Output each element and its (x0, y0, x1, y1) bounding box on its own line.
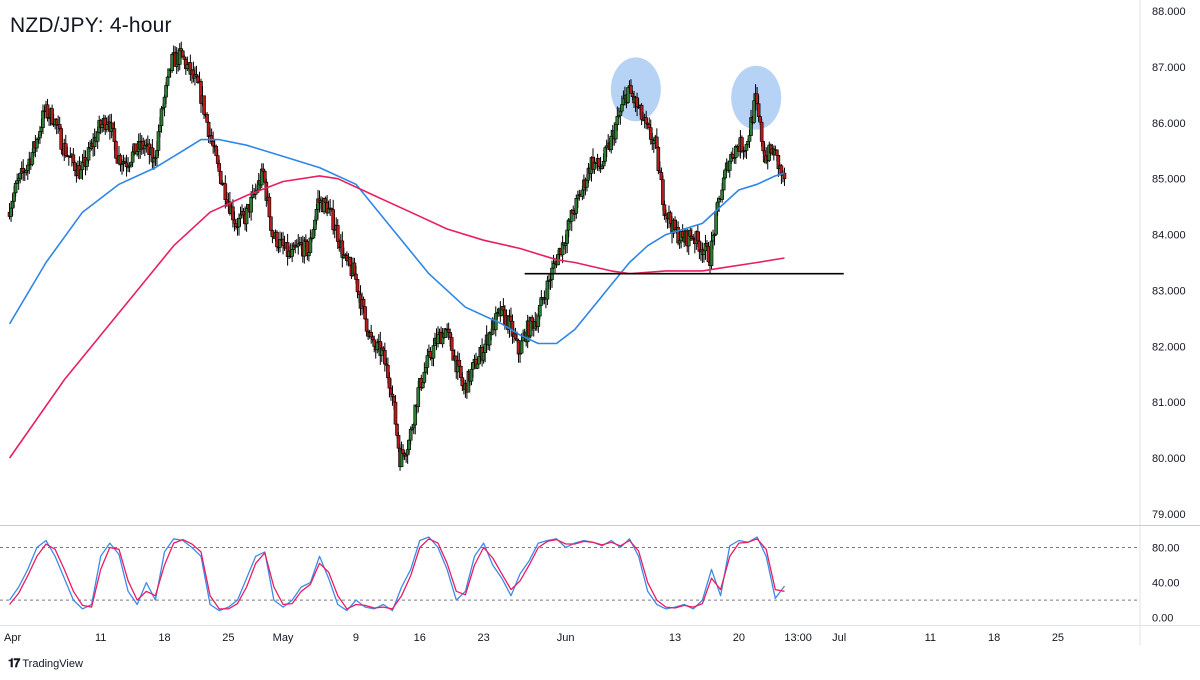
time-tick-label: Apr (4, 632, 21, 644)
candle[interactable] (626, 87, 630, 104)
candle-body-up (170, 54, 174, 72)
candle-body-down (361, 298, 366, 307)
price-pane[interactable] (7, 41, 844, 471)
candle[interactable] (114, 140, 118, 159)
price-tick-label: 88.000 (1152, 6, 1186, 18)
time-tick-label: 25 (1052, 632, 1064, 644)
tradingview-logo-icon: 𝟏𝟕 (8, 656, 20, 670)
candle[interactable] (267, 193, 272, 219)
candle-body-down (355, 279, 360, 293)
oscillator-pane[interactable] (0, 536, 1140, 612)
candle-body-down (655, 136, 659, 148)
time-tick-label: 20 (733, 632, 745, 644)
candle-body-up (519, 340, 524, 354)
moving-average-blue-line[interactable] (8, 138, 785, 345)
candle-body-down (449, 337, 454, 351)
candle-body-down (393, 401, 398, 425)
price-tick-label: 86.000 (1152, 118, 1186, 130)
time-tick-label: 13 (669, 632, 681, 644)
oscillator-tick-label: 40.00 (1152, 578, 1180, 590)
candle-body-up (626, 87, 630, 103)
oscillator-d-line[interactable] (9, 538, 785, 610)
candle-body-up (290, 249, 294, 257)
moving-average-red-line[interactable] (8, 175, 785, 459)
time-tick-label: 13:00 (784, 632, 812, 644)
price-tick-label: 80.000 (1152, 453, 1186, 465)
time-tick-label: May (273, 632, 294, 644)
candle-body-down (354, 273, 358, 280)
price-tick-label: 79.000 (1152, 509, 1186, 521)
time-tick-label: 11 (95, 632, 106, 644)
time-tick-label: 25 (222, 632, 234, 644)
candle-body-down (775, 149, 779, 156)
candle-body-up (475, 363, 480, 369)
candle-body-up (720, 189, 724, 200)
price-tick-label: 82.000 (1152, 341, 1186, 353)
time-tick-label: 16 (414, 632, 426, 644)
candle-body-up (431, 345, 436, 359)
time-tick-label: Jun (557, 632, 575, 644)
candle-body-down (205, 114, 209, 123)
candle-body-down (269, 216, 273, 231)
time-tick-label: Jul (832, 632, 846, 644)
time-tick-label: 18 (158, 632, 170, 644)
candle-body-down (112, 128, 117, 142)
candle-body-up (159, 108, 164, 127)
tradingview-logo[interactable]: 𝟏𝟕 TradingView (8, 656, 83, 671)
candle-body-up (422, 371, 427, 383)
candle-body-down (363, 306, 367, 320)
price-tick-label: 85.000 (1152, 174, 1186, 186)
candle-body-up (538, 304, 542, 317)
oscillator-tick-label: 80.00 (1152, 543, 1180, 555)
time-tick-label: 9 (353, 632, 359, 644)
candle-body-down (114, 141, 118, 159)
candle-body-up (734, 146, 738, 158)
candle-body-up (416, 387, 421, 408)
price-tick-label: 87.000 (1152, 62, 1186, 74)
candle-body-down (202, 95, 206, 115)
candle-body-down (457, 359, 462, 367)
candle-body-down (756, 103, 761, 117)
candle-body-down (267, 196, 272, 218)
candle-body-up (721, 177, 726, 191)
chart-title: NZD/JPY: 4-hour (10, 14, 172, 37)
oscillator-k-line[interactable] (9, 536, 786, 612)
candle-body-up (249, 197, 253, 213)
candle-body-up (13, 183, 18, 194)
price-tick-label: 83.000 (1152, 285, 1186, 297)
price-tick-label: 84.000 (1152, 230, 1186, 242)
time-tick-label: 18 (988, 632, 1000, 644)
axes: 88.000 87.000 86.000 85.000 84.000 83.000 82.0… (4, 6, 1186, 644)
candle-body-down (759, 121, 764, 142)
oscillator-tick-label: 0.00 (1152, 613, 1173, 625)
candle-body-up (425, 355, 430, 368)
price-tick-label: 81.000 (1152, 397, 1186, 409)
time-tick-label: 23 (477, 632, 489, 644)
tradingview-logo-text: TradingView (22, 657, 83, 670)
candle-body-down (217, 163, 222, 172)
candle-body-up (747, 135, 752, 142)
candle[interactable] (363, 306, 367, 321)
candle-body-up (620, 104, 624, 112)
time-tick-label: 11 (925, 632, 936, 644)
